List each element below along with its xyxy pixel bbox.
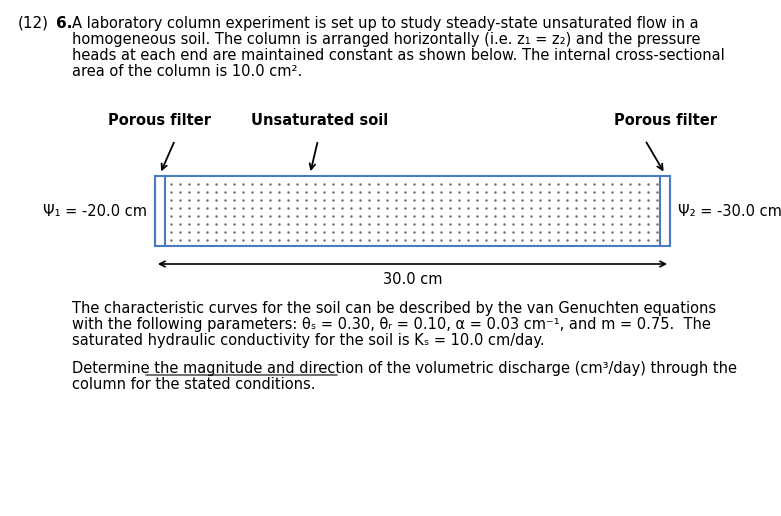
Text: area of the column is 10.0 cm².: area of the column is 10.0 cm². bbox=[72, 64, 302, 79]
Text: saturated hydraulic conductivity for the soil is Kₛ = 10.0 cm/day.: saturated hydraulic conductivity for the… bbox=[72, 333, 544, 348]
Text: Unsaturated soil: Unsaturated soil bbox=[251, 113, 389, 128]
Text: A laboratory column experiment is set up to study steady-state unsaturated flow : A laboratory column experiment is set up… bbox=[72, 16, 699, 31]
Text: Ψ₁ = -20.0 cm: Ψ₁ = -20.0 cm bbox=[43, 203, 147, 218]
Text: Porous filter: Porous filter bbox=[614, 113, 716, 128]
Text: homogeneous soil. The column is arranged horizontally (i.e. z₁ = z₂) and the pre: homogeneous soil. The column is arranged… bbox=[72, 32, 701, 47]
Text: Porous filter: Porous filter bbox=[109, 113, 212, 128]
Text: 6.: 6. bbox=[56, 16, 73, 31]
Text: Ψ₂ = -30.0 cm: Ψ₂ = -30.0 cm bbox=[678, 203, 781, 218]
Text: 30.0 cm: 30.0 cm bbox=[383, 272, 442, 287]
Text: heads at each end are maintained constant as shown below. The internal cross-sec: heads at each end are maintained constan… bbox=[72, 48, 725, 63]
Text: (12): (12) bbox=[18, 16, 49, 31]
Text: The characteristic curves for the soil can be described by the van Genuchten equ: The characteristic curves for the soil c… bbox=[72, 301, 716, 316]
Text: Determine the magnitude and direction of the volumetric discharge (cm³/day) thro: Determine the magnitude and direction of… bbox=[72, 361, 737, 376]
Text: with the following parameters: θₛ = 0.30, θᵣ = 0.10, α = 0.03 cm⁻¹, and m = 0.75: with the following parameters: θₛ = 0.30… bbox=[72, 317, 711, 332]
Text: column for the stated conditions.: column for the stated conditions. bbox=[72, 377, 316, 392]
